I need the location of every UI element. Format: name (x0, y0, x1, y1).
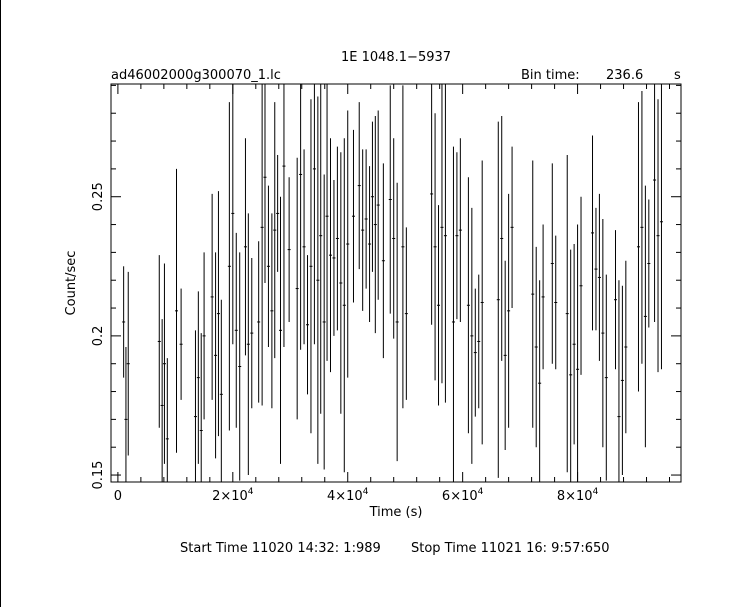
y-tick-label: 0.15 (91, 461, 106, 490)
bin-time-unit: s (674, 68, 681, 83)
x-tick-exponent: 4 (593, 487, 599, 497)
x-tick-exponent: 4 (478, 487, 484, 497)
x-tick-exponent: 4 (363, 487, 369, 497)
start-time: Start Time 11020 14:32: 1:989 (180, 541, 381, 556)
plot-frame (110, 83, 682, 483)
light-curve-chart: 1E 1048.1−5937 ad46002000g300070_1.lc Bi… (64, 50, 682, 520)
x-tick-label: 0 (114, 489, 122, 504)
chart-title: 1E 1048.1−5937 (341, 50, 451, 65)
bin-time-value: 236.6 (606, 68, 643, 83)
x-tick-label: 4×104 (327, 487, 369, 504)
x-tick-exponent: 4 (248, 487, 254, 497)
y-tick-label: 0.25 (91, 182, 106, 211)
x-tick-label: 2×104 (212, 487, 254, 504)
x-axis-label: Time (s) (369, 505, 423, 520)
y-axis-label: Count/sec (64, 251, 79, 316)
bin-time-label: Bin time: (521, 68, 580, 83)
x-tick-label: 6×104 (442, 487, 484, 504)
x-tick-label: 8×104 (557, 487, 599, 504)
file-label: ad46002000g300070_1.lc (111, 68, 281, 83)
stop-time: Stop Time 11021 16: 9:57:650 (411, 541, 610, 556)
error-bar-series (122, 84, 663, 482)
y-tick-label: 0.2 (91, 326, 106, 347)
axis-ticks (111, 84, 681, 482)
window-border (0, 0, 1, 607)
